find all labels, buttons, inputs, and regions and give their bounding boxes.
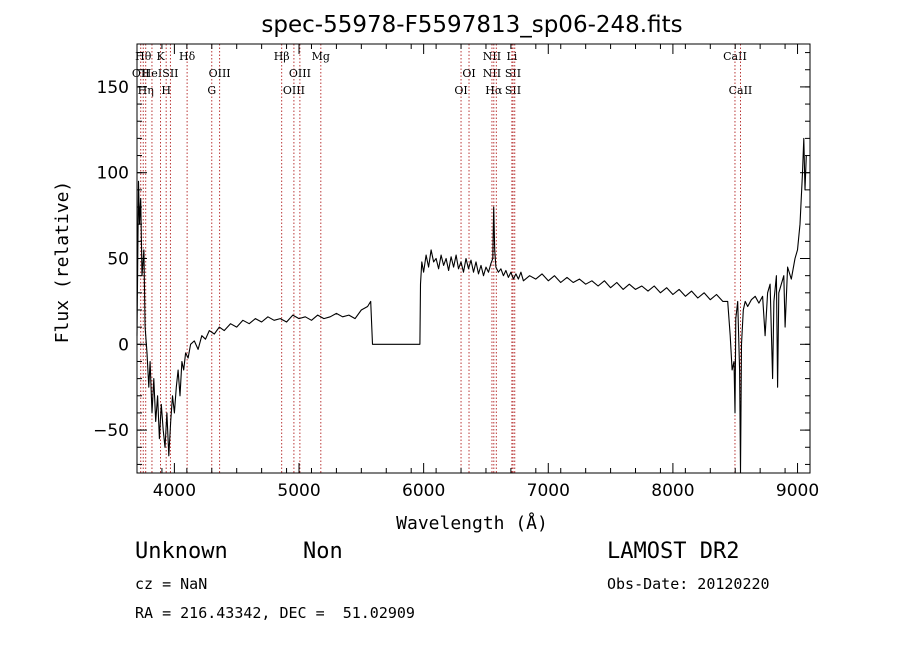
- reference-line-label: H: [161, 84, 171, 97]
- spectrum-line: [136, 137, 807, 474]
- chart-title: spec-55978-F5597813_sp06-248.fits: [261, 12, 682, 38]
- plot-frame: [136, 43, 811, 474]
- y-tick-label: 100: [97, 164, 129, 184]
- object-class: Unknown: [135, 539, 228, 564]
- reference-line-label: K: [156, 50, 165, 63]
- reference-line-label: OI: [462, 67, 475, 80]
- reference-line-label: CaII: [729, 84, 753, 97]
- x-tick-label: 6000: [402, 481, 445, 501]
- reference-line-label: OI: [454, 84, 467, 97]
- reference-line-label: Li: [506, 50, 517, 63]
- reference-line-label: SII: [162, 67, 178, 80]
- y-tick-label: 50: [107, 250, 129, 270]
- reference-line-label: SII: [505, 67, 521, 80]
- series-layer: [136, 137, 807, 474]
- reference-line-label: Hβ: [274, 50, 290, 63]
- x-tick-label: 5000: [277, 481, 320, 501]
- reference-line-label: OIII: [209, 67, 231, 80]
- x-axis-label: Wavelength (Å): [396, 512, 548, 534]
- reference-line-label: OIII: [283, 84, 305, 97]
- y-tick-label: −50: [93, 421, 129, 441]
- redshift-cz: cz = NaN: [135, 575, 208, 593]
- y-axis-label: Flux (relative): [52, 181, 73, 344]
- reference-line-label: SII: [505, 84, 521, 97]
- reference-line-label: NII: [483, 67, 501, 80]
- x-tick-label: 7000: [527, 481, 570, 501]
- y-tick-label: 150: [97, 78, 129, 98]
- reference-line-label: NII: [483, 50, 501, 63]
- reference-line-label: Mg: [312, 50, 330, 63]
- x-tick-label: 9000: [776, 481, 819, 501]
- reference-line-label: G: [207, 84, 216, 97]
- survey-name: LAMOST DR2: [607, 539, 740, 564]
- reference-lines: OIIHθHηHeIKHSIIHδGOIIIHβOIIIOIIIMgOIOINI…: [132, 44, 752, 473]
- object-subclass: Non: [303, 539, 343, 564]
- reference-line-label: Hδ: [179, 50, 196, 63]
- reference-line-label: OII: [132, 67, 150, 80]
- ra-dec: RA = 216.43342, DEC = 51.02909: [135, 604, 415, 622]
- reference-line-label: OIII: [289, 67, 311, 80]
- reference-line-label: Hη: [138, 84, 154, 97]
- reference-line-label: CaII: [723, 50, 747, 63]
- observation-date: Obs-Date: 20120220: [607, 575, 770, 593]
- x-tick-label: 8000: [651, 481, 694, 501]
- reference-line-label: Hθ: [135, 50, 152, 63]
- y-tick-label: 0: [118, 335, 129, 355]
- x-tick-label: 4000: [153, 481, 196, 501]
- reference-line-label: HeI: [142, 67, 162, 80]
- reference-line-label: Hα: [485, 84, 503, 97]
- axis-ticks: 4000 5000 6000 7000 8000 9000 −50 0 50 100 150: [93, 44, 819, 501]
